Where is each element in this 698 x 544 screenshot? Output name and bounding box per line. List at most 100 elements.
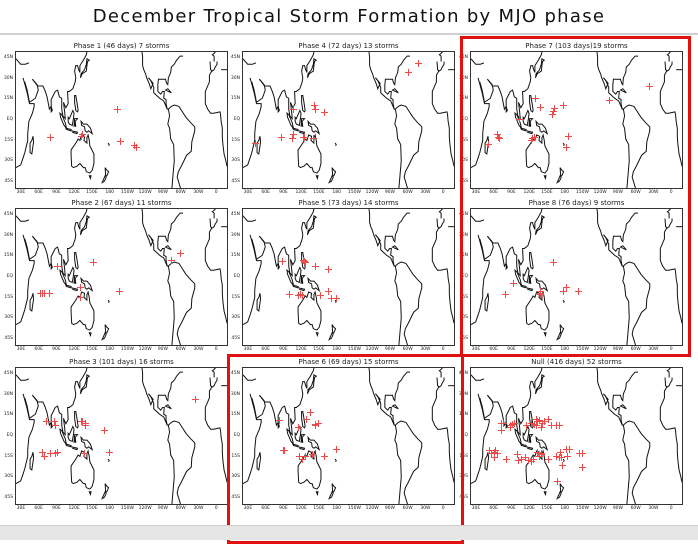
storm-marker	[311, 106, 319, 114]
lat-tick-label: 30S	[4, 474, 13, 480]
storm-marker	[301, 259, 309, 267]
storm-marker	[312, 422, 320, 430]
map-panel	[15, 367, 228, 505]
storm-marker	[562, 445, 570, 453]
storm-marker	[525, 456, 533, 464]
storm-marker	[131, 142, 139, 150]
storm-marker	[488, 450, 496, 458]
lon-tick-label: 180	[332, 506, 341, 511]
map-panel	[470, 208, 683, 346]
lon-tick-label: 90W	[157, 506, 168, 511]
storm-marker	[76, 284, 84, 292]
lat-tick-label: 15N	[3, 412, 13, 418]
storm-marker	[563, 143, 571, 151]
lon-tick-label: 30W	[420, 506, 431, 511]
lat-tick-label: EQ	[233, 274, 240, 279]
lon-tick-label: 180	[560, 506, 569, 511]
title-divider	[0, 33, 698, 35]
lat-tick-label: 30S	[459, 158, 468, 164]
lat-tick-label: 45S	[231, 179, 240, 185]
lon-tick-label: 150W	[120, 347, 134, 352]
lat-tick-label: 45S	[459, 179, 468, 185]
lat-tick-label: 15S	[4, 453, 13, 459]
map-panel	[470, 51, 683, 189]
lon-tick-label: 60E	[34, 506, 43, 511]
lat-tick-label: 30N	[458, 232, 468, 238]
lon-tick-label: 120E	[523, 190, 535, 195]
storm-marker	[251, 139, 259, 147]
lon-tick-label: 90E	[52, 506, 61, 511]
lat-tick-label: 15N	[3, 253, 13, 259]
lon-tick-label: 60E	[261, 347, 270, 352]
storm-marker	[45, 289, 53, 297]
lon-tick-label: 150W	[575, 347, 589, 352]
lon-tick-label: 30W	[193, 347, 204, 352]
lat-tick-label: 45N	[3, 370, 13, 376]
storm-marker	[514, 456, 522, 464]
storm-marker	[298, 455, 306, 463]
storm-marker	[486, 447, 494, 455]
lon-tick-label: 30W	[648, 506, 659, 511]
lon-tick-label: 150W	[575, 190, 589, 195]
lon-tick-label: 0	[441, 190, 445, 195]
lat-tick-label: 45S	[459, 495, 468, 501]
lat-tick-label: 15N	[458, 96, 468, 102]
storm-marker	[579, 463, 587, 471]
storm-marker	[40, 452, 48, 460]
storm-marker	[289, 106, 297, 114]
storm-marker	[646, 83, 654, 90]
lon-tick-label: 120W	[138, 347, 152, 352]
lon-tick-label: 60E	[489, 506, 498, 511]
lat-tick-label: 15N	[458, 412, 468, 418]
map-panel	[470, 367, 683, 505]
storm-marker	[503, 455, 510, 463]
lat-tick-label: 45N	[458, 370, 468, 376]
lat-tick-label: EQ	[6, 117, 13, 122]
storm-marker	[536, 452, 544, 460]
lon-tick-label: 60W	[402, 190, 413, 195]
lon-tick-label: 90W	[384, 506, 395, 511]
storm-marker	[560, 102, 568, 110]
storm-marker	[536, 103, 544, 111]
lat-tick-label: 45S	[4, 179, 13, 185]
storm-marker	[558, 454, 566, 462]
storm-marker	[80, 450, 88, 458]
storm-marker	[314, 419, 322, 427]
storm-marker	[494, 134, 502, 142]
storm-marker	[90, 259, 97, 267]
panel-title: Phase 6 (69 days) 15 storms	[298, 358, 399, 366]
lon-tick-label: 30W	[420, 190, 431, 195]
lat-tick-label: 30N	[230, 232, 240, 238]
lat-tick-label: EQ	[233, 433, 240, 438]
lat-tick-label: 30N	[230, 391, 240, 397]
lat-tick-label: 45N	[230, 211, 240, 217]
storm-marker	[114, 105, 122, 113]
lon-tick-label: 30E	[471, 190, 481, 195]
lat-tick-label: 45S	[459, 336, 468, 342]
lat-tick-label: 15S	[231, 137, 240, 143]
lon-tick-label: 60E	[489, 190, 498, 195]
lon-tick-label: 180	[560, 347, 569, 352]
lon-tick-label: 30E	[16, 506, 26, 511]
storm-marker	[303, 415, 311, 423]
storm-marker	[493, 450, 501, 458]
storm-marker	[289, 135, 297, 143]
lon-tick-label: 150E	[86, 506, 98, 511]
storm-marker	[558, 462, 566, 470]
lon-tick-label: 60W	[630, 190, 641, 195]
lon-tick-label: 30E	[16, 347, 26, 352]
lon-tick-label: 120W	[593, 506, 607, 511]
storm-marker	[575, 450, 583, 458]
storm-marker	[508, 421, 516, 429]
lon-tick-label: 60E	[489, 347, 498, 352]
storm-marker	[51, 421, 59, 429]
storm-marker	[523, 421, 531, 429]
storm-marker	[286, 291, 294, 299]
storm-marker	[116, 138, 124, 146]
lat-tick-label: 30N	[3, 391, 13, 397]
storm-marker	[51, 450, 59, 458]
storm-marker	[332, 445, 340, 453]
storm-marker	[50, 418, 58, 426]
storm-marker	[528, 419, 536, 427]
lon-tick-label: 120E	[68, 506, 80, 511]
